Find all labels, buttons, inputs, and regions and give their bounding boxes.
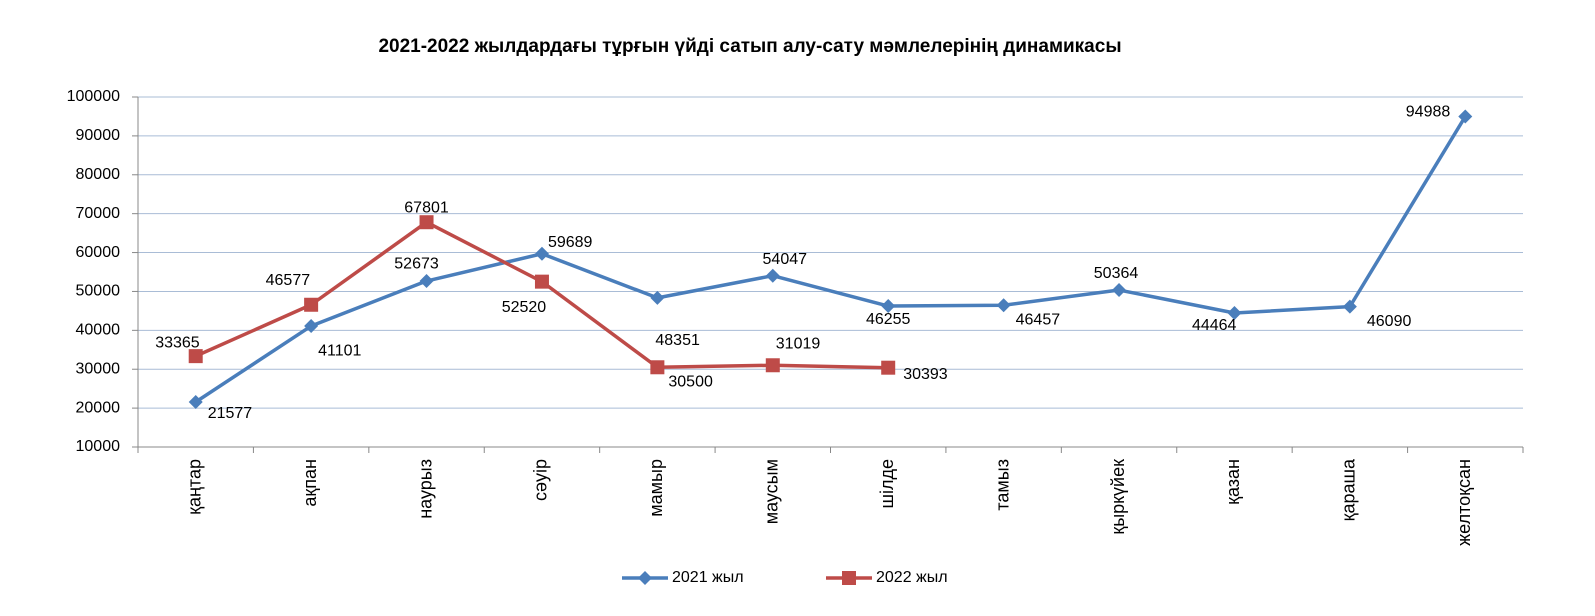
- data-label: 54047: [763, 251, 808, 268]
- x-tick-label: қазан: [1223, 459, 1243, 505]
- marker: [1342, 299, 1357, 314]
- legend-label: 2021 жыл: [672, 569, 744, 586]
- data-label: 52673: [394, 255, 439, 272]
- data-label: 46457: [1016, 311, 1061, 328]
- x-tick-label: мамыр: [646, 459, 666, 517]
- data-label: 52520: [502, 299, 547, 316]
- marker: [650, 360, 665, 375]
- marker: [881, 299, 896, 314]
- marker: [638, 571, 652, 585]
- x-tick-label: маусым: [762, 459, 782, 524]
- marker: [881, 360, 896, 375]
- y-tick-label: 50000: [76, 283, 121, 300]
- data-label: 33365: [155, 334, 200, 351]
- data-label: 48351: [655, 332, 700, 349]
- data-label: 30500: [668, 373, 713, 390]
- data-label: 21577: [208, 405, 253, 422]
- data-label: 59689: [548, 234, 593, 251]
- x-tick-label: наурыз: [415, 459, 435, 519]
- x-tick-label: қыркүйек: [1108, 459, 1128, 535]
- marker: [650, 290, 665, 305]
- chart-title: 2021-2022 жылдардағы тұрғын үйді сатып а…: [378, 36, 1121, 57]
- marker: [188, 349, 203, 364]
- marker: [534, 274, 549, 289]
- data-label: 46255: [866, 311, 911, 328]
- y-tick-label: 10000: [76, 438, 121, 455]
- marker: [765, 268, 780, 283]
- data-label: 41101: [318, 342, 361, 359]
- data-label: 67801: [404, 199, 449, 216]
- marker: [996, 298, 1011, 313]
- data-label: 31019: [776, 335, 821, 352]
- data-label: 44464: [1192, 317, 1237, 334]
- x-tick-label: қараша: [1339, 458, 1359, 521]
- y-tick-label: 70000: [76, 205, 121, 222]
- x-tick-label: қаңтар: [184, 459, 204, 515]
- series-line: [194, 115, 1467, 404]
- y-tick-label: 60000: [76, 244, 121, 261]
- y-tick-label: 80000: [76, 166, 121, 183]
- data-label: 46090: [1367, 313, 1412, 330]
- data-label: 94988: [1406, 104, 1451, 121]
- x-tick-label: шілде: [877, 459, 897, 508]
- marker: [765, 358, 780, 373]
- data-label: 50364: [1094, 265, 1139, 282]
- x-tick-label: сәуір: [531, 459, 551, 501]
- marker: [304, 297, 319, 312]
- marker: [304, 319, 319, 334]
- legend-label: 2022 жыл: [876, 569, 948, 586]
- marker: [419, 274, 434, 289]
- marker: [534, 246, 549, 261]
- marker: [419, 215, 434, 230]
- y-tick-label: 90000: [76, 127, 121, 144]
- marker: [1112, 283, 1127, 298]
- y-tick-label: 100000: [67, 88, 120, 105]
- data-label: 46577: [266, 272, 311, 289]
- x-tick-label: тамыз: [992, 459, 1012, 511]
- y-tick-label: 30000: [76, 360, 121, 377]
- x-tick-label: ақпан: [300, 459, 320, 507]
- marker: [188, 394, 203, 409]
- y-tick-label: 40000: [76, 322, 121, 339]
- marker: [1227, 305, 1242, 320]
- y-tick-label: 20000: [76, 399, 121, 416]
- marker: [1458, 109, 1473, 124]
- marker: [842, 571, 856, 585]
- x-tick-label: желтоқсан: [1454, 459, 1474, 546]
- data-label: 30393: [903, 366, 948, 383]
